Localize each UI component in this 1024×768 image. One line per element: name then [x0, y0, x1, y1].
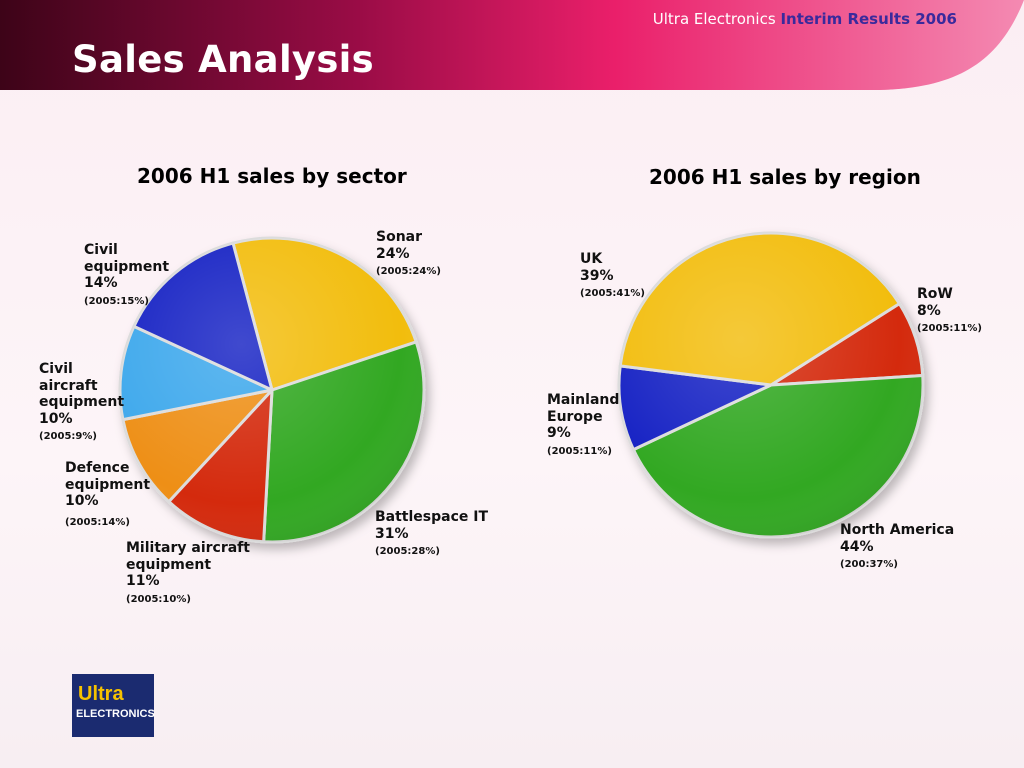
label-name: Sonar: [376, 229, 423, 245]
label-pct: 11%: [126, 573, 160, 589]
company-name: Ultra Electronics: [652, 10, 776, 28]
label-pct: 24%: [376, 245, 410, 262]
label-north-america: North America 44% (200:37%): [840, 522, 954, 574]
label-pct: 9%: [547, 425, 571, 441]
label-name: Defence equipment: [65, 460, 151, 493]
label-name: North America: [840, 522, 955, 538]
label-sonar: Sonar 24% (2005:24%): [376, 229, 441, 281]
region-chart-title: 2006 H1 sales by region: [649, 165, 921, 189]
label-civil-aircraft: Civil aircraft equipment 10% (2005:9%): [39, 361, 125, 446]
label-prev: (2005:11%): [547, 445, 612, 457]
page-title: Sales Analysis: [72, 38, 374, 81]
label-pct: 39%: [580, 267, 614, 284]
label-name: Civil equipment: [84, 242, 170, 275]
label-name: Battlespace IT: [375, 509, 489, 525]
label-name: UK: [580, 251, 603, 267]
label-prev: (2005:41%): [580, 288, 645, 299]
label-civil-equipment: Civil equipment 14% (2005:15%): [84, 242, 169, 310]
label-defence-equipment: Defence equipment 10% (2005:14%): [65, 460, 155, 531]
header-banner: [0, 0, 1024, 90]
label-prev: (2005:14%): [65, 516, 130, 528]
label-name: Civil aircraft equipment: [39, 361, 125, 410]
label-pct: 44%: [840, 538, 874, 555]
logo-ultra-text: Ultra: [78, 683, 124, 705]
logo-electronics-text: ELECTRONICS: [76, 708, 155, 720]
label-row: RoW 8% (2005:11%): [917, 286, 982, 338]
label-pct: 14%: [84, 275, 118, 291]
label-prev: (2005:15%): [84, 295, 149, 307]
company-logo: Ultra ELECTRONICS: [72, 674, 155, 737]
label-pct: 8%: [917, 302, 941, 319]
label-prev: (2005:10%): [126, 593, 191, 605]
label-prev: (2005:9%): [39, 431, 97, 442]
label-mainland-europe: Mainland Europe 9% (2005:11%): [547, 392, 620, 460]
label-prev: (2005:11%): [917, 323, 982, 334]
label-name: Mainland Europe: [547, 392, 620, 425]
label-name: Military aircraft equipment: [126, 540, 250, 573]
label-pct: 10%: [65, 493, 99, 509]
pie-highlight: [619, 233, 923, 537]
label-prev: (2005:28%): [375, 546, 440, 557]
label-pct: 31%: [375, 525, 409, 542]
sector-chart-title: 2006 H1 sales by sector: [137, 164, 407, 188]
pie-highlight: [120, 238, 424, 542]
header-tagline: Ultra Electronics Interim Results 2006: [653, 10, 957, 28]
label-pct: 10%: [39, 410, 73, 427]
label-uk: UK 39% (2005:41%): [580, 251, 645, 303]
label-military-aircraft: Military aircraft equipment 11% (2005:10…: [126, 540, 256, 608]
label-name: RoW: [917, 286, 953, 302]
results-name: Interim Results 2006: [780, 10, 957, 28]
label-prev: (2005:24%): [376, 266, 441, 277]
label-prev: (200:37%): [840, 559, 898, 570]
label-battlespace-it: Battlespace IT 31% (2005:28%): [375, 509, 488, 561]
